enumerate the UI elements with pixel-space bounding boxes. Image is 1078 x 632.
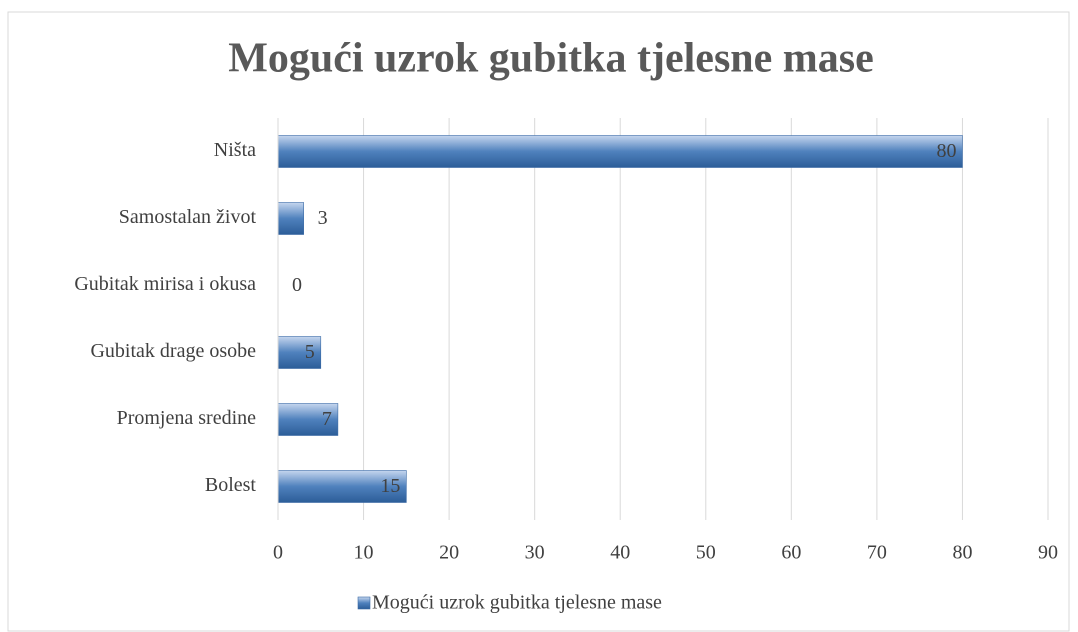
x-tick-label: 40 xyxy=(610,542,630,564)
data-label: 80 xyxy=(936,140,956,162)
bar xyxy=(277,135,963,168)
bar xyxy=(277,202,304,235)
chart-border xyxy=(7,11,1070,632)
x-tick-label: 90 xyxy=(1038,542,1058,564)
x-tick-label: 80 xyxy=(952,542,972,564)
data-label: 5 xyxy=(305,341,315,363)
y-tick-label: Bolest xyxy=(205,474,257,496)
y-tick-label: Promjena sredine xyxy=(117,407,257,429)
x-tick-label: 0 xyxy=(273,542,283,564)
data-label: 15 xyxy=(380,475,400,497)
y-tick-label: Samostalan život xyxy=(119,206,257,228)
data-label: 7 xyxy=(322,408,332,430)
y-tick-label: Gubitak drage osobe xyxy=(90,340,256,362)
y-tick-label: Ništa xyxy=(214,139,256,161)
y-tick-label: Gubitak mirisa i okusa xyxy=(74,273,256,295)
legend-swatch xyxy=(357,596,371,610)
x-tick-label: 10 xyxy=(354,542,374,564)
x-tick-label: 60 xyxy=(781,542,801,564)
chart-title: Mogući uzrok gubitka tjelesne mase xyxy=(228,36,874,82)
x-tick-label: 20 xyxy=(439,542,459,564)
x-tick-label: 70 xyxy=(867,542,887,564)
data-label: 3 xyxy=(318,207,328,229)
bar xyxy=(277,336,322,369)
x-tick-label: 30 xyxy=(525,542,545,564)
x-tick-label: 50 xyxy=(696,542,716,564)
data-label: 0 xyxy=(292,274,302,296)
legend-label: Mogući uzrok gubitka tjelesne mase xyxy=(372,592,662,614)
